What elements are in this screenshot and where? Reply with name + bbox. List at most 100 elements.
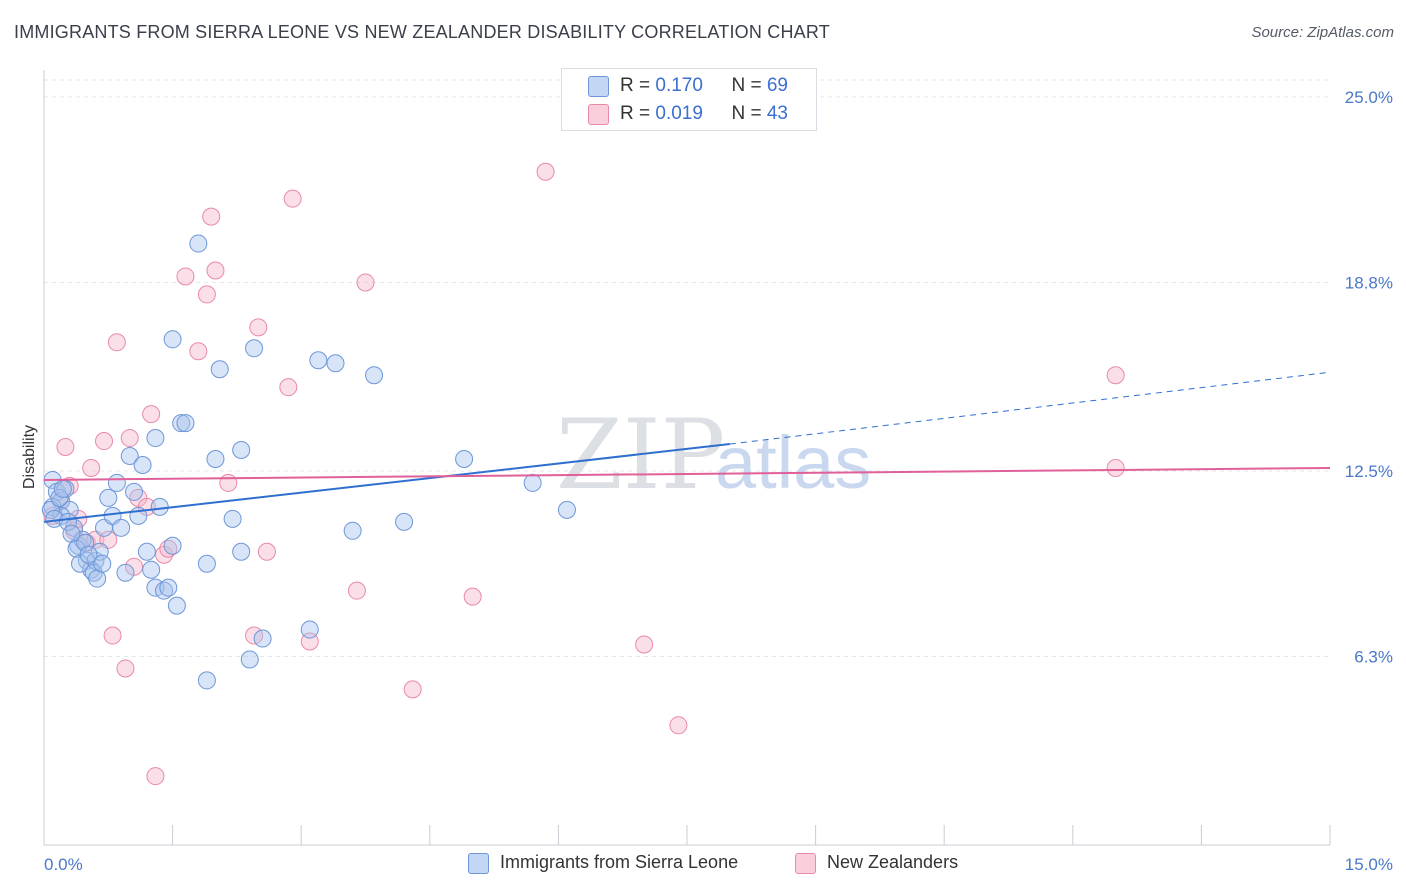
y-tick-labels: 6.3% 12.5% 18.8% 25.0% — [1345, 88, 1393, 667]
axes — [43, 70, 1331, 846]
y-axis-title: Disability — [21, 425, 38, 489]
x-tick-labels: 0.0% 15.0% — [44, 855, 1393, 874]
point-14 — [120, 429, 139, 448]
point-11 — [103, 626, 122, 645]
point-53 — [523, 473, 542, 492]
watermark-atlas: atlas — [715, 421, 871, 504]
point-2 — [56, 438, 75, 457]
point-59 — [59, 512, 78, 531]
point-43 — [245, 339, 264, 358]
point-29 — [159, 578, 178, 597]
trend-line-new-zealanders — [43, 466, 1331, 481]
point-47 — [309, 351, 328, 370]
point-57 — [50, 488, 69, 507]
chart-title: IMMIGRANTS FROM SIERRA LEONE VS NEW ZEAL… — [14, 22, 830, 42]
y-tick-label-2: 18.8% — [1345, 273, 1393, 292]
point-66 — [88, 569, 107, 588]
point-12 — [107, 333, 126, 352]
point-30 — [257, 542, 276, 561]
point-64 — [79, 545, 98, 564]
bottom-legend-swatch-pink — [795, 853, 816, 874]
bottom-legend-label: New Zealanders — [827, 852, 959, 872]
point-44 — [240, 650, 259, 669]
point-23 — [133, 455, 152, 474]
point-29 — [249, 318, 268, 337]
bottom-legend-swatch-blue — [468, 853, 489, 874]
point-25 — [142, 560, 161, 579]
point-13 — [90, 542, 109, 561]
point-42 — [232, 542, 251, 561]
point-36 — [197, 554, 216, 573]
legend-r-value: 0.170 — [655, 75, 703, 96]
point-54 — [557, 500, 576, 519]
point-50 — [365, 366, 384, 385]
point-35 — [356, 273, 375, 292]
point-48 — [326, 354, 345, 373]
legend-n-label: N = — [731, 75, 767, 96]
legend-n-value: 69 — [766, 75, 788, 96]
y-tick-label-3: 25.0% — [1345, 88, 1393, 107]
legend-r-label: R = — [620, 75, 656, 96]
point-58 — [53, 479, 72, 498]
point-7 — [82, 458, 101, 477]
point-35 — [189, 234, 208, 253]
point-17 — [107, 473, 126, 492]
point-37 — [463, 587, 482, 606]
legend: R = 0.170 N = 69 R = 0.019 N = 43 — [561, 68, 817, 131]
point-23 — [189, 342, 208, 361]
point-37 — [197, 671, 216, 690]
point-18 — [112, 518, 131, 537]
point-21 — [125, 482, 144, 501]
point-67 — [93, 554, 112, 573]
new-zealanders-points — [43, 162, 1125, 786]
point-31 — [279, 378, 298, 397]
point-42 — [1106, 458, 1125, 477]
point-11 — [82, 560, 101, 579]
point-49 — [343, 521, 362, 540]
point-9 — [95, 432, 114, 451]
point-38 — [536, 162, 555, 181]
point-46 — [300, 620, 319, 639]
point-51 — [395, 512, 414, 531]
point-26 — [206, 261, 225, 280]
point-24 — [197, 285, 216, 304]
source-label: Source: ZipAtlas.com — [1251, 24, 1394, 41]
trend-line-sierra-leone-extrapolated — [729, 371, 1331, 445]
point-25 — [202, 207, 221, 226]
point-36 — [403, 680, 422, 699]
x-tick-label-0: 0.0% — [44, 855, 83, 874]
point-32 — [172, 414, 191, 433]
point-27 — [150, 497, 169, 516]
legend-r-value: 0.019 — [655, 103, 703, 124]
point-63 — [76, 533, 95, 552]
legend-n-value: 43 — [766, 103, 788, 124]
trend-line-sierra-leone — [43, 443, 730, 523]
point-33 — [176, 414, 195, 433]
legend-swatch-pink — [588, 104, 609, 125]
point-39 — [635, 635, 654, 654]
point-32 — [283, 189, 302, 208]
point-40 — [669, 716, 688, 735]
point-27 — [219, 473, 238, 492]
point-30 — [163, 536, 182, 555]
point-39 — [210, 360, 229, 379]
point-24 — [137, 542, 156, 561]
point-13 — [116, 659, 135, 678]
y-tick-label-0: 6.3% — [1354, 647, 1393, 666]
sierra-leone-points — [41, 234, 576, 690]
grid-lines — [44, 79, 1330, 657]
point-19 — [116, 563, 135, 582]
legend-r-label: R = — [620, 103, 656, 124]
x-tick-label-1: 15.0% — [1345, 855, 1393, 874]
point-22 — [176, 267, 195, 286]
point-38 — [206, 449, 225, 468]
legend-n-label: N = — [731, 103, 767, 124]
point-45 — [253, 629, 272, 648]
point-52 — [455, 449, 474, 468]
point-41 — [232, 441, 251, 460]
point-34 — [347, 581, 366, 600]
point-41 — [1106, 366, 1125, 385]
point-19 — [146, 767, 165, 786]
y-tick-label-1: 12.5% — [1345, 462, 1393, 481]
